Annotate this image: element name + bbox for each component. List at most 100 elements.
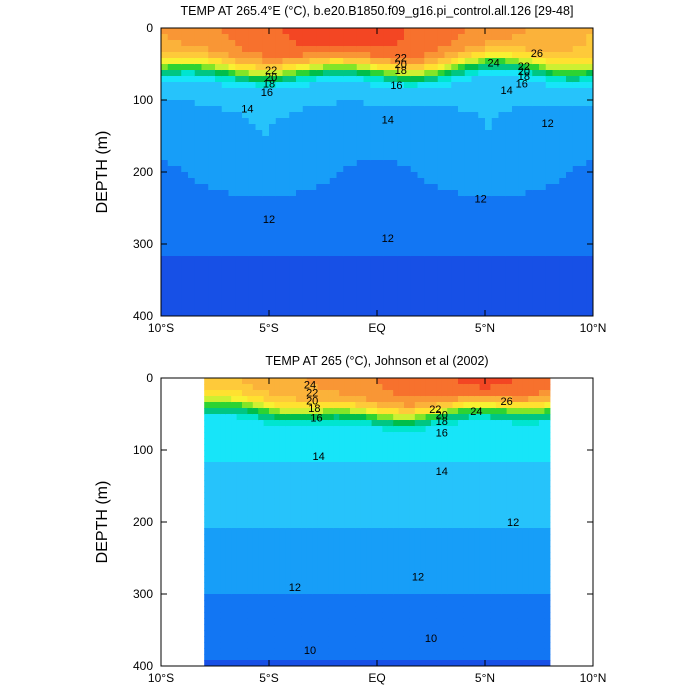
contour-cell: [290, 504, 297, 511]
contour-cell: [255, 112, 263, 119]
contour-cell: [377, 70, 385, 77]
contour-cell: [559, 112, 567, 119]
contour-cell: [161, 250, 169, 257]
contour-cell: [248, 118, 257, 125]
contour-cell: [363, 172, 371, 179]
contour-cell: [355, 498, 362, 505]
contour-cell: [336, 280, 344, 287]
contour-cell: [404, 408, 410, 415]
contour-cell: [258, 450, 265, 457]
contour-cell: [390, 52, 398, 59]
contour-cell: [317, 546, 324, 553]
contour-cell: [552, 208, 560, 215]
contour-cell: [539, 256, 547, 263]
contour-cell: [262, 202, 270, 209]
contour-cell: [296, 208, 304, 215]
contour-cell: [566, 106, 574, 113]
contour-cell: [215, 88, 223, 95]
contour-cell: [350, 420, 356, 427]
contour-cell: [360, 504, 367, 511]
contour-cell: [263, 540, 270, 547]
contour-cell: [371, 390, 378, 397]
contour-cell: [274, 606, 281, 613]
contour-cell: [382, 450, 389, 457]
contour-cell: [201, 88, 209, 95]
contour-cell: [274, 570, 281, 577]
contour-cell: [231, 654, 238, 661]
contour-cell: [262, 226, 270, 233]
contour-cell: [262, 292, 270, 299]
contour-cell: [181, 226, 189, 233]
contour-cell: [312, 396, 319, 403]
contour-cell: [350, 172, 358, 179]
contour-cell: [552, 274, 560, 281]
contour-cell: [285, 618, 292, 625]
contour-cell: [323, 166, 331, 173]
contour-cell: [512, 160, 520, 167]
contour-cell: [539, 220, 547, 227]
contour-cell: [220, 426, 227, 433]
contour-cell: [285, 648, 292, 655]
contour-cell: [181, 292, 189, 299]
contour-cell: [336, 262, 344, 269]
contour-cell: [301, 606, 308, 613]
contour-cell: [343, 70, 351, 77]
contour-cell: [279, 396, 286, 403]
contour-cell: [437, 292, 446, 299]
contour-cell: [181, 148, 189, 155]
contour-cell: [296, 112, 304, 119]
contour-cell: [559, 196, 567, 203]
contour-cell: [275, 52, 284, 59]
contour-cell: [458, 268, 466, 275]
contour-cell: [221, 40, 230, 47]
contour-cell: [333, 660, 340, 666]
contour-cell: [355, 588, 362, 595]
contour-cell: [174, 34, 182, 41]
contour-cell: [329, 268, 338, 275]
contour-cell: [204, 582, 211, 589]
contour-label: 22: [265, 65, 277, 77]
contour-cell: [328, 648, 335, 655]
contour-cell: [302, 58, 311, 65]
contour-cell: [424, 136, 432, 143]
contour-cell: [512, 46, 520, 53]
contour-cell: [437, 118, 446, 125]
contour-cell: [181, 112, 189, 119]
contour-cell: [306, 624, 313, 631]
contour-cell: [228, 304, 236, 311]
contour-cell: [397, 268, 405, 275]
contour-cell: [228, 118, 236, 125]
contour-cell: [248, 232, 257, 239]
contour-cell: [437, 250, 446, 257]
contour-cell: [236, 534, 243, 541]
contour-cell: [204, 468, 211, 475]
contour-cell: [397, 184, 405, 191]
contour-cell: [302, 46, 311, 53]
contour-cell: [370, 64, 378, 71]
contour-cell: [409, 414, 416, 421]
contour-cell: [204, 498, 211, 505]
contour-cell: [417, 310, 425, 316]
contour-cell: [539, 76, 547, 83]
contour-cell: [215, 528, 221, 535]
contour-cell: [545, 220, 554, 227]
contour-cell: [336, 40, 344, 47]
contour-cell: [532, 310, 540, 316]
contour-cell: [302, 310, 311, 316]
contour-cell: [366, 384, 373, 391]
contour-cell: [274, 528, 281, 535]
contour-cell: [424, 232, 432, 239]
contour-cell: [371, 606, 378, 613]
contour-cell: [572, 76, 581, 83]
contour-cell: [370, 220, 378, 227]
contour-cell: [316, 268, 324, 275]
contour-cell: [236, 660, 243, 666]
contour-cell: [296, 64, 304, 71]
contour-cell: [444, 262, 452, 269]
contour-cell: [539, 160, 547, 167]
contour-cell: [274, 462, 281, 469]
contour-cell: [336, 130, 344, 137]
contour-cell: [274, 576, 281, 583]
contour-cell: [306, 594, 313, 601]
contour-cell: [437, 52, 446, 59]
